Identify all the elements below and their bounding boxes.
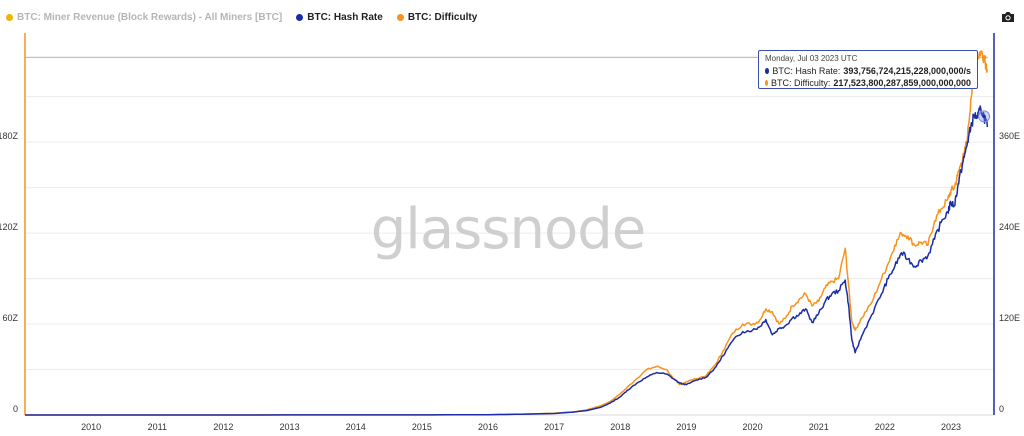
hash-rate-hover-point — [982, 114, 986, 119]
y-right-tick-label: 120E — [999, 313, 1020, 323]
x-tick-label: 2011 — [148, 422, 167, 432]
tooltip-row-difficulty: BTC: Difficulty: 217,523,800,287,859,000… — [765, 77, 971, 89]
legend-label-hash-rate: BTC: Hash Rate — [307, 12, 383, 23]
x-tick-label: 2017 — [544, 422, 564, 432]
legend-label-difficulty: BTC: Difficulty — [407, 12, 478, 23]
y-left-tick-label: 0 — [13, 404, 18, 414]
x-tick-label: 2021 — [809, 422, 829, 432]
tooltip-value-difficulty: 217,523,800,287,859,000,000,000 — [833, 78, 971, 88]
x-tick-label: 2014 — [346, 422, 366, 432]
tooltip-row-hash-rate: BTC: Hash Rate: 393,756,724,215,228,000,… — [765, 65, 971, 77]
legend-item-miner-revenue[interactable]: BTC: Miner Revenue (Block Rewards) - All… — [6, 12, 282, 23]
tooltip: Monday, Jul 03 2023 UTC BTC: Hash Rate: … — [758, 50, 978, 89]
x-tick-label: 2015 — [412, 422, 432, 432]
tooltip-label-hash-rate: BTC: Hash Rate: — [772, 66, 841, 76]
x-tick-label: 2022 — [875, 422, 895, 432]
x-tick-label: 2012 — [213, 422, 233, 432]
y-right-tick-label: 360E — [999, 131, 1020, 141]
x-tick-label: 2018 — [610, 422, 630, 432]
tooltip-dot-difficulty — [765, 80, 769, 86]
legend-item-hash-rate[interactable]: BTC: Hash Rate — [296, 12, 383, 23]
y-left-tick-label: 60Z — [2, 313, 18, 323]
x-tick-label: 2016 — [478, 422, 498, 432]
y-left-tick-label: 180Z — [0, 131, 19, 141]
legend-label-miner-revenue: BTC: Miner Revenue (Block Rewards) - All… — [17, 12, 283, 23]
camera-icon[interactable] — [1001, 10, 1015, 22]
x-tick-label: 2019 — [676, 422, 696, 432]
x-tick-label: 2023 — [941, 422, 961, 432]
watermark-text: glassnode — [371, 197, 646, 262]
legend-item-difficulty[interactable]: BTC: Difficulty — [396, 12, 478, 23]
legend: BTC: Miner Revenue (Block Rewards) - All… — [6, 12, 477, 23]
x-tick-label: 2010 — [81, 422, 101, 432]
y-left-tick-label: 120Z — [0, 222, 19, 232]
x-tick-label: 2013 — [280, 422, 300, 432]
legend-dot-difficulty — [396, 14, 404, 21]
tooltip-date: Monday, Jul 03 2023 UTC — [765, 54, 858, 63]
y-right-tick-label: 240E — [999, 222, 1020, 232]
difficulty-series-line[interactable] — [25, 50, 989, 416]
hash-rate-series-line[interactable] — [25, 105, 989, 416]
legend-dot-hash-rate — [296, 14, 304, 21]
x-tick-label: 2020 — [743, 422, 763, 432]
tooltip-value-hash-rate: 393,756,724,215,228,000,000/s — [843, 66, 971, 76]
tooltip-label-difficulty: BTC: Difficulty: — [771, 78, 831, 88]
legend-dot-miner-revenue — [6, 14, 13, 21]
difficulty-hover-marker — [982, 55, 987, 60]
tooltip-dot-hash-rate — [765, 68, 770, 74]
y-right-tick-label: 0 — [999, 404, 1004, 414]
